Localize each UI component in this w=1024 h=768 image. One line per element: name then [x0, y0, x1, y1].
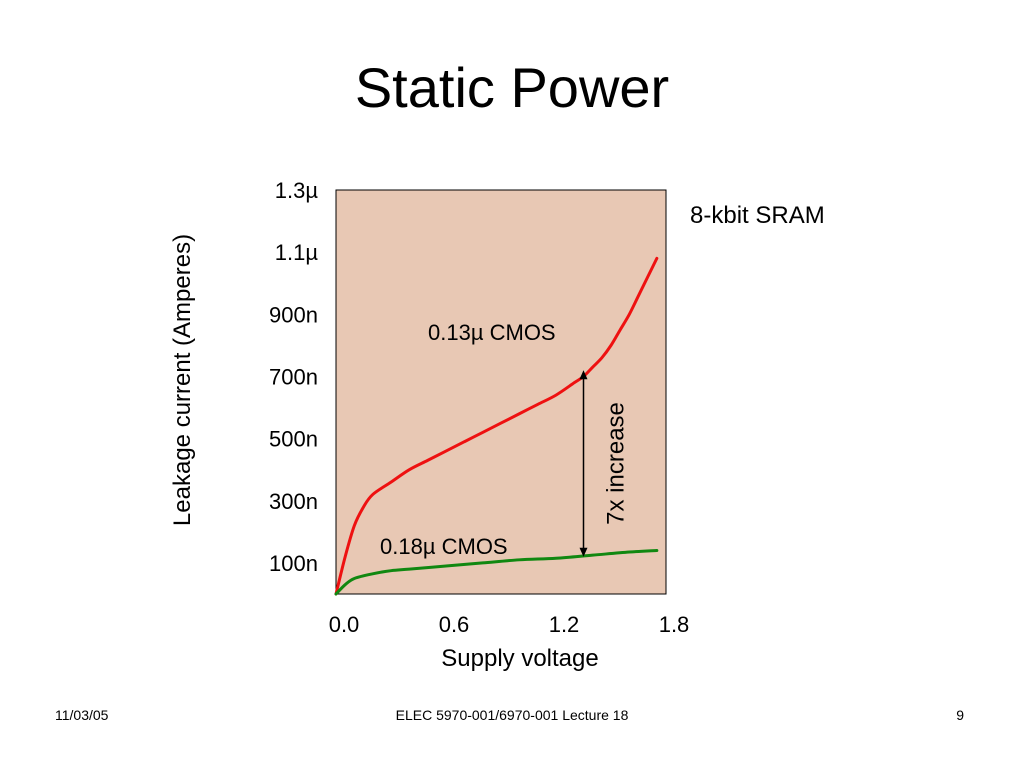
footer-course: ELEC 5970-001/6970-001 Lecture 18 [395, 707, 629, 723]
series-line-0 [334, 256, 659, 596]
leakage-chart: 100n 300n 500n 700n 900n 1.1µ 1.3µ 0.0 0.6 1.2 1.… [169, 178, 825, 672]
series-label-1: 0.18µ CMOS [380, 534, 508, 559]
slide-title: Static Power [354, 56, 670, 119]
plot-area [335, 189, 667, 595]
y-tick-label: 500n [269, 427, 318, 452]
chart-title: 8-kbit SRAM [690, 202, 825, 229]
y-tick-label: 900n [269, 302, 318, 327]
arrow-head-bottom [579, 547, 588, 557]
page-number: 9 [956, 707, 964, 723]
y-tick-label: 700n [269, 364, 318, 389]
annotation-label: 7x increase [603, 402, 630, 525]
y-tick-label: 300n [269, 489, 318, 514]
footer-date: 11/03/05 [55, 707, 109, 723]
arrow-head-top [579, 370, 588, 380]
x-tick-label: 0.6 [439, 612, 470, 637]
series-line-1 [334, 548, 659, 596]
y-tick-label: 1.1µ [275, 240, 319, 265]
y-axis-label: Leakage current (Amperes) [169, 234, 196, 526]
x-tick-label: 1.2 [549, 612, 580, 637]
y-tick-label: 100n [269, 551, 318, 576]
y-tick-label: 1.3µ [275, 178, 319, 203]
x-tick-label: 1.8 [659, 612, 690, 637]
x-axis-label: Supply voltage [441, 645, 598, 672]
series-label-0: 0.13µ CMOS [428, 320, 556, 345]
x-tick-label: 0.0 [329, 612, 360, 637]
